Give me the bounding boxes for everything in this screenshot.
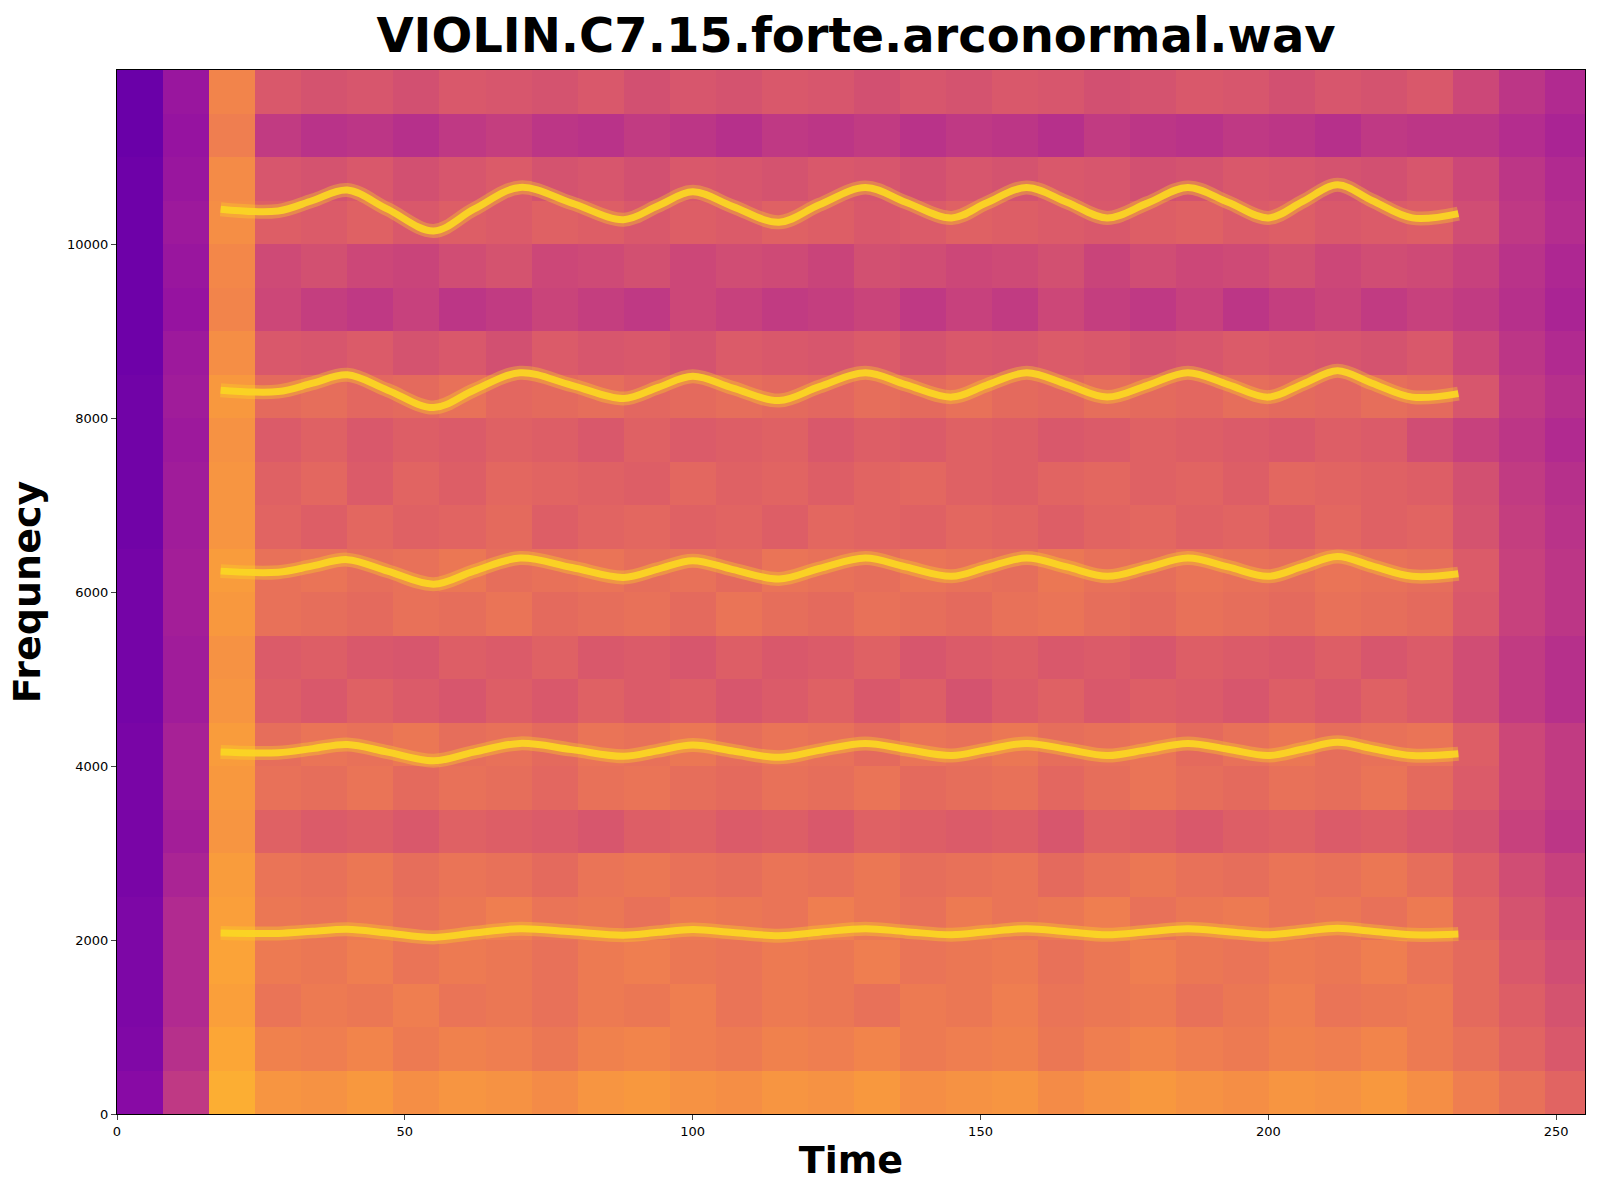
svg-text:250: 250 [1544,1124,1569,1139]
svg-text:10000: 10000 [67,237,108,252]
svg-text:6000: 6000 [75,585,108,600]
svg-text:150: 150 [968,1124,993,1139]
svg-text:Frequnecy: Frequnecy [5,481,49,704]
svg-text:8000: 8000 [75,411,108,426]
svg-text:0: 0 [113,1124,121,1139]
svg-text:200: 200 [1256,1124,1281,1139]
svg-text:100: 100 [680,1124,705,1139]
svg-text:4000: 4000 [75,759,108,774]
svg-text:50: 50 [397,1124,414,1139]
svg-text:2000: 2000 [75,933,108,948]
svg-text:VIOLIN.C7.15.forte.arconormal.: VIOLIN.C7.15.forte.arconormal.wav [376,7,1335,63]
svg-text:Time: Time [799,1138,903,1182]
svg-text:0: 0 [100,1107,108,1122]
